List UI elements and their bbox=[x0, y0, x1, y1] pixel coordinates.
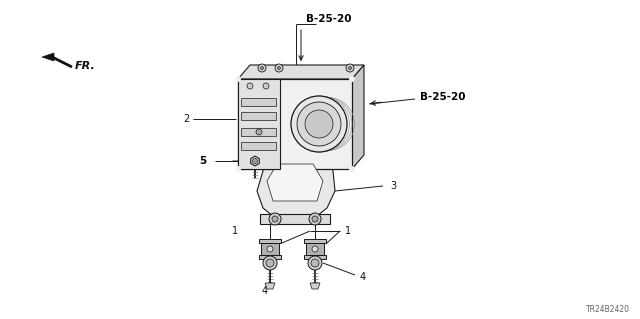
Polygon shape bbox=[259, 255, 281, 259]
Circle shape bbox=[235, 166, 241, 172]
Polygon shape bbox=[238, 65, 364, 79]
Polygon shape bbox=[306, 243, 324, 255]
Circle shape bbox=[346, 64, 354, 72]
Polygon shape bbox=[241, 142, 276, 150]
Circle shape bbox=[258, 64, 266, 72]
Circle shape bbox=[311, 259, 319, 267]
Polygon shape bbox=[310, 283, 320, 289]
Circle shape bbox=[291, 96, 347, 152]
Circle shape bbox=[312, 216, 318, 222]
Circle shape bbox=[349, 66, 351, 70]
Text: B-25-20: B-25-20 bbox=[306, 14, 351, 24]
Polygon shape bbox=[352, 65, 364, 169]
Circle shape bbox=[297, 102, 341, 146]
Text: B-25-20: B-25-20 bbox=[420, 92, 465, 102]
Circle shape bbox=[235, 76, 241, 82]
Polygon shape bbox=[304, 239, 326, 243]
Polygon shape bbox=[241, 128, 276, 136]
Circle shape bbox=[269, 213, 281, 225]
Polygon shape bbox=[265, 283, 275, 289]
Text: 1: 1 bbox=[345, 226, 351, 236]
Polygon shape bbox=[241, 98, 276, 106]
Polygon shape bbox=[238, 79, 280, 169]
Text: 4: 4 bbox=[360, 272, 366, 282]
Circle shape bbox=[253, 159, 257, 164]
Circle shape bbox=[305, 110, 333, 138]
Polygon shape bbox=[238, 79, 352, 169]
Polygon shape bbox=[42, 53, 54, 61]
Text: 5: 5 bbox=[200, 156, 207, 166]
Polygon shape bbox=[257, 156, 335, 216]
Text: 1: 1 bbox=[232, 226, 238, 236]
Circle shape bbox=[312, 246, 318, 252]
Polygon shape bbox=[241, 112, 276, 120]
Circle shape bbox=[278, 66, 280, 70]
Circle shape bbox=[267, 246, 273, 252]
Polygon shape bbox=[259, 239, 281, 243]
Polygon shape bbox=[267, 164, 323, 201]
Circle shape bbox=[349, 76, 355, 82]
Circle shape bbox=[309, 213, 321, 225]
Circle shape bbox=[272, 216, 278, 222]
Text: 4: 4 bbox=[262, 286, 268, 296]
Polygon shape bbox=[260, 214, 330, 224]
Circle shape bbox=[256, 129, 262, 135]
Polygon shape bbox=[251, 156, 259, 166]
Text: 3: 3 bbox=[390, 181, 396, 191]
Circle shape bbox=[263, 83, 269, 89]
Circle shape bbox=[266, 259, 274, 267]
Circle shape bbox=[275, 64, 283, 72]
Polygon shape bbox=[261, 243, 279, 255]
Circle shape bbox=[247, 83, 253, 89]
Circle shape bbox=[349, 166, 355, 172]
Circle shape bbox=[308, 256, 322, 270]
Text: 2: 2 bbox=[183, 114, 189, 124]
Text: FR.: FR. bbox=[75, 61, 96, 71]
Circle shape bbox=[263, 256, 277, 270]
Circle shape bbox=[260, 66, 264, 70]
Polygon shape bbox=[304, 255, 326, 259]
Text: TR24B2420: TR24B2420 bbox=[586, 305, 630, 314]
